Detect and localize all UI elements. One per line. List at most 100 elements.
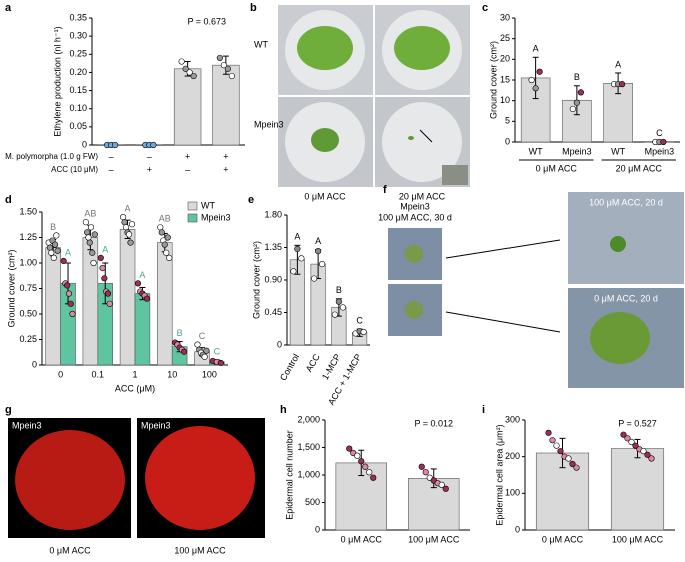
p-value: P = 0.012 — [414, 418, 453, 428]
data-point — [163, 249, 170, 256]
y-tick-label: 15 — [500, 74, 510, 84]
y-tick-label: 0 — [32, 359, 37, 369]
row-label: ACC (10 μM) — [51, 165, 98, 174]
row-value: + — [147, 164, 152, 174]
arrow — [445, 239, 561, 259]
panel-letter: h — [280, 404, 287, 416]
y-tick-label: 0.50 — [19, 308, 37, 318]
data-point — [294, 245, 301, 253]
data-point — [438, 481, 445, 489]
significance-letter: C — [356, 315, 363, 325]
data-point — [48, 249, 55, 256]
inset — [442, 165, 468, 185]
data-point — [67, 300, 74, 307]
x-tick-label: Mpein3 — [645, 146, 675, 156]
y-tick-label: 0.45 — [264, 307, 282, 317]
column-label: 0 μM ACC — [49, 545, 91, 555]
x-tick-label: 100 μM ACC — [612, 534, 664, 544]
x-tick-label: Mpein3 — [562, 146, 592, 156]
row-value: – — [185, 164, 190, 174]
data-point — [178, 58, 185, 65]
data-point — [644, 451, 651, 458]
thallus — [15, 430, 125, 530]
arrow — [445, 311, 561, 333]
bar — [134, 293, 151, 366]
y-tick-label: 30 — [500, 12, 510, 22]
y-axis-label: Epidermal cell number — [284, 430, 294, 520]
data-point — [442, 485, 449, 492]
data-point — [224, 65, 231, 72]
data-point — [346, 445, 353, 452]
data-point — [331, 311, 338, 318]
thallus — [590, 312, 650, 364]
data-point — [528, 76, 535, 84]
y-tick-label: 0 — [505, 136, 510, 146]
thallus — [297, 26, 353, 70]
data-point — [53, 232, 60, 239]
significance-letter: A — [615, 59, 621, 69]
y-tick-label: 1.00 — [19, 257, 37, 267]
row-value: + — [223, 151, 228, 161]
data-point — [648, 455, 655, 462]
thallus — [311, 128, 339, 152]
data-point — [50, 254, 57, 261]
data-point — [298, 255, 305, 262]
data-point — [125, 231, 133, 238]
arrow — [419, 129, 433, 143]
data-point — [573, 99, 580, 106]
data-point — [203, 347, 210, 354]
data-point — [181, 348, 188, 355]
data-point — [640, 448, 647, 455]
row-value: – — [109, 164, 114, 174]
data-point — [182, 65, 189, 72]
data-point — [194, 341, 201, 348]
significance-letter: A — [294, 232, 300, 242]
data-point — [101, 275, 108, 282]
y-axis-label: Ground cover (cm²) — [251, 241, 261, 319]
significance-letter: A — [315, 236, 321, 246]
panel-letter: b — [250, 2, 257, 14]
y-tick-label: 0.30 — [69, 31, 87, 41]
data-point — [370, 474, 377, 481]
column-label: 100 μM ACC — [174, 545, 226, 555]
y-tick-label: 0.05 — [69, 121, 87, 131]
data-point — [366, 469, 373, 476]
data-point — [164, 234, 171, 241]
data-point — [51, 241, 59, 248]
y-axis-label: Ethylene production (nl h⁻¹) — [52, 26, 62, 136]
data-point — [166, 254, 173, 261]
photo-label: Mpein3 — [141, 420, 171, 430]
y-tick-label: 100 — [505, 488, 520, 498]
thallus — [610, 236, 626, 252]
y-tick-label: 0.35 — [69, 12, 87, 22]
data-point — [311, 275, 318, 282]
data-point — [290, 268, 297, 275]
data-point — [97, 254, 104, 261]
significance-letter: A — [125, 203, 131, 213]
y-tick-label: 0.15 — [69, 85, 87, 95]
significance-letter: C — [656, 128, 663, 138]
y-tick-label: 1.50 — [19, 206, 37, 216]
data-point — [628, 438, 635, 446]
x-tick-label: 100 — [202, 369, 217, 379]
data-point — [620, 431, 627, 438]
data-point — [545, 429, 552, 436]
thallus — [408, 136, 414, 140]
y-tick-label: 200 — [505, 451, 520, 461]
panel-f: f Mpein3 100 μM ACC, 30 d 100 μM ACC, 20… — [378, 184, 684, 388]
x-tick-label: WT — [529, 146, 543, 156]
y-tick-label: 1.80 — [264, 209, 282, 219]
data-point — [315, 248, 322, 255]
row-value: – — [147, 151, 152, 161]
significance-letter: AB — [84, 209, 96, 219]
y-tick-label: 0.25 — [19, 334, 37, 344]
data-point — [161, 241, 168, 248]
y-tick-label: 500 — [305, 497, 320, 507]
data-point — [319, 261, 326, 268]
x-tick-label: 0 — [58, 369, 63, 379]
data-point — [569, 460, 576, 468]
group-label: 0 μM ACC — [536, 163, 578, 173]
data-point — [87, 224, 95, 231]
data-point — [65, 290, 73, 297]
